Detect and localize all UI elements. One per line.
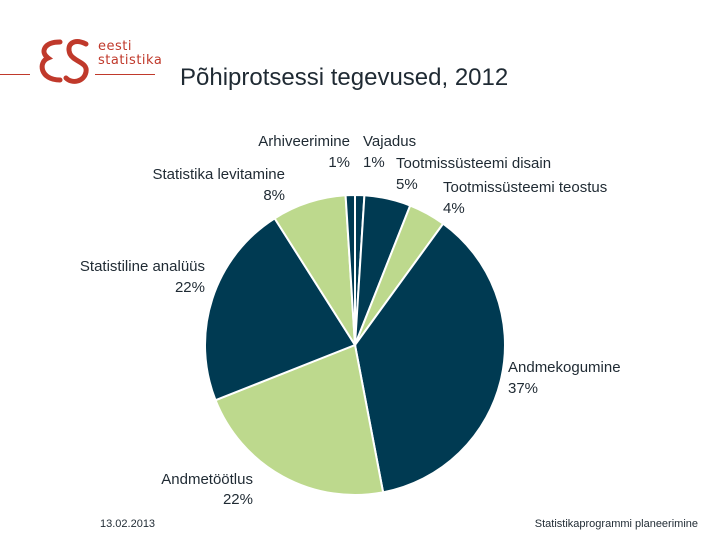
chart-title: Põhiprotsessi tegevused, 2012 <box>180 64 509 91</box>
label-tootmissusteemi-teostus: Tootmissüsteemi teostus <box>443 179 607 196</box>
footer-date: 13.02.2013 <box>100 518 156 530</box>
logo-rule-left <box>0 74 30 75</box>
slice-andmekogumine <box>353 222 506 494</box>
logo-line1: eesti <box>98 39 132 54</box>
footer-program: Statistikaprogrammi planeerimine <box>534 518 698 530</box>
logo-icon <box>39 39 89 84</box>
label-andmetootlus: Andmetöötlus <box>161 471 253 488</box>
pie-labels: Vajadus 1% Tootmissüsteemi disain 5% Tootmis… <box>80 133 621 508</box>
value-tootmissusteemi-disain: 5% <box>396 176 418 193</box>
label-tootmissusteemi-disain: Tootmissüsteemi disain <box>396 155 551 172</box>
label-arhiveerimine: Arhiveerimine <box>258 133 350 150</box>
label-statistika-levitamine: Statistika levitamine <box>152 166 285 183</box>
pie-slices <box>204 193 506 496</box>
value-statistika-levitamine: 8% <box>263 187 285 204</box>
logo-rule-right <box>95 74 155 75</box>
value-arhiveerimine: 1% <box>328 154 350 171</box>
slice-statistiline-analuus <box>204 216 357 402</box>
slice-arhiveerimine <box>344 193 356 346</box>
label-statistiline-analuus: Statistiline analüüs <box>80 258 205 275</box>
value-vajadus: 1% <box>363 154 385 171</box>
value-andmekogumine: 37% <box>508 380 538 397</box>
value-andmetootlus: 22% <box>223 491 253 508</box>
slice-andmetootlus <box>214 343 385 496</box>
label-vajadus: Vajadus <box>363 133 416 150</box>
logo-line2: statistika <box>98 53 163 68</box>
value-tootmissusteemi-teostus: 4% <box>443 200 465 217</box>
value-statistiline-analuus: 22% <box>175 279 205 296</box>
label-andmekogumine: Andmekogumine <box>508 359 621 376</box>
logo-wordmark: eesti statistika <box>98 40 188 68</box>
